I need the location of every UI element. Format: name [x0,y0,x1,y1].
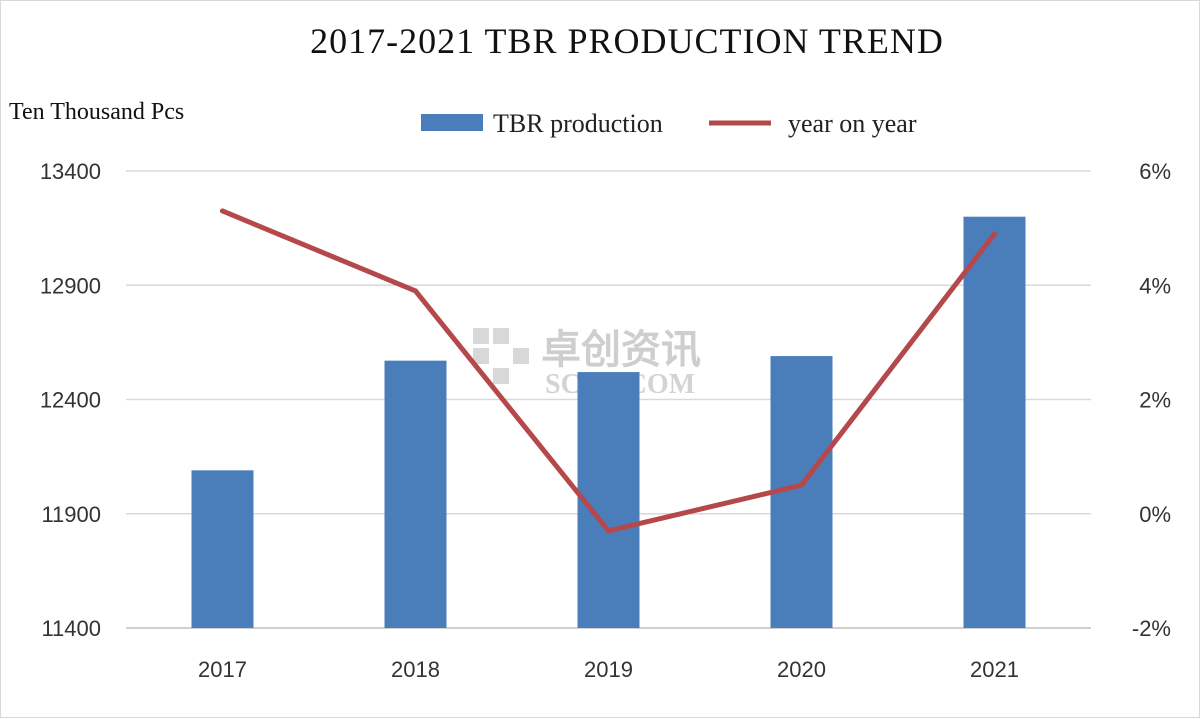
y-axis-left: 11400 11900 12400 12900 13400 [40,159,101,641]
yoy-point-2018 [413,288,418,294]
x-tick-label: 2018 [391,657,440,682]
x-tick-label: 2017 [198,657,247,682]
y-right-tick-label: 4% [1139,273,1171,298]
legend-bar-swatch [421,114,483,131]
y-left-tick-label: 12400 [40,388,101,413]
y-right-tick-label: 2% [1139,388,1171,413]
y-right-tick-label: 6% [1139,159,1171,184]
y-left-tick-label: 11900 [41,502,101,527]
yoy-point-2021 [992,231,997,237]
y-left-tick-label: 11400 [41,616,101,641]
chart-title: 2017-2021 TBR PRODUCTION TREND [310,21,944,61]
y-left-tick-label: 13400 [40,159,101,184]
watermark-logo-block [493,368,509,384]
y-right-tick-label: 0% [1139,502,1171,527]
watermark-text-cn: 卓创资讯 [541,327,701,373]
legend-line-label: year on year [788,109,917,138]
legend: TBR production year on year [421,109,917,138]
y-left-tick-label: 12900 [40,273,101,298]
yoy-point-2019 [606,528,611,534]
x-tick-label: 2021 [970,657,1019,682]
yoy-point-2017 [220,208,225,214]
watermark-logo-block [513,348,529,364]
legend-bar-label: TBR production [493,109,663,138]
line-series [220,208,997,534]
bar-2017 [191,470,254,628]
yoy-point-2020 [799,482,804,488]
y-right-tick-label: -2% [1132,616,1171,641]
watermark-logo-block [493,328,509,344]
bar-2018 [384,360,447,628]
bar-2019 [577,372,640,628]
bar-series [191,216,1026,628]
bar-2021 [963,216,1026,628]
watermark-logo-block [473,328,489,344]
x-tick-label: 2020 [777,657,826,682]
y-axis-unit-label: Ten Thousand Pcs [9,99,184,125]
x-tick-label: 2019 [584,657,633,682]
x-axis: 2017 2018 2019 2020 2021 [198,657,1019,682]
watermark-logo-block [473,348,489,364]
y-axis-right: -2% 0% 2% 4% 6% [1132,159,1171,641]
